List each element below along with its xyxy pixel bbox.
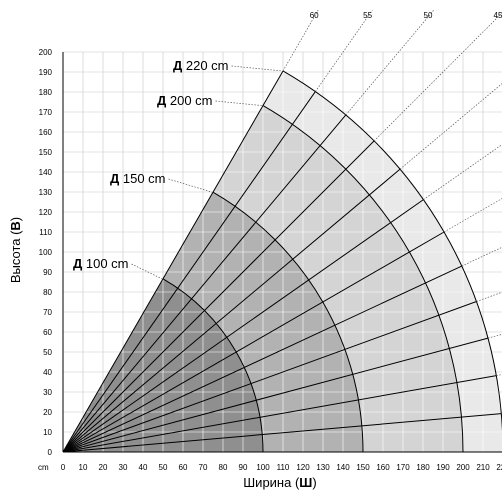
y-tick-label: 130 [39, 188, 53, 197]
leader-50 [345, 9, 435, 116]
x-tick-label: 130 [316, 463, 330, 472]
x-tick-label: 110 [277, 463, 290, 472]
diagonal-label-150: Д 150 cm [110, 171, 166, 186]
x-tick-labels: 0 10 20 30 40 50 60 70 80 90 100 110 120 130 140 150 160… [61, 463, 502, 472]
diagonal-label-220: Д 220 cm [173, 58, 229, 73]
leader-10 [496, 374, 502, 376]
x-tick-label: 210 [476, 463, 490, 472]
x-tick-label: 90 [239, 463, 248, 472]
diagonal-labels: Д 100 cm Д 150 cm Д 200 cm Д 220 cm [73, 58, 283, 280]
x-tick-label: 50 [159, 463, 168, 472]
x-tick-label: 0 [61, 463, 66, 472]
angle-label-45: 45 [494, 11, 502, 20]
axes [62, 52, 502, 453]
x-axis-title: Ширина (Ш) [243, 475, 316, 490]
y-tick-label: 190 [39, 68, 53, 77]
ray-10 [62, 375, 497, 452]
angle-label-50: 50 [424, 11, 433, 20]
y-tick-label: 110 [39, 228, 52, 237]
x-tick-label: 140 [336, 463, 350, 472]
ray-35 [62, 199, 424, 452]
leader-40 [399, 83, 502, 170]
diagonal-label-100: Д 100 cm [73, 256, 129, 271]
x-tick-label: 70 [199, 463, 208, 472]
y-tick-label: 120 [39, 208, 53, 217]
ray-55 [62, 91, 316, 452]
y-tick-label: 180 [39, 88, 53, 97]
diagonal-leader-220 [231, 65, 283, 72]
ray-60 [62, 70, 284, 452]
y-tick-label: 10 [43, 428, 52, 437]
y-tick-label: 100 [39, 248, 53, 257]
diagonal-label-200: Д 200 cm [157, 93, 213, 108]
y-tick-label: 40 [43, 368, 52, 377]
ray-15 [62, 337, 489, 452]
y-tick-label: 90 [43, 268, 52, 277]
x-axis-unit: cm [38, 463, 49, 472]
x-tick-label: 20 [99, 463, 108, 472]
x-tick-label: 180 [416, 463, 430, 472]
y-tick-label: 50 [43, 348, 52, 357]
leader-25 [461, 246, 502, 267]
x-tick-label: 80 [219, 463, 228, 472]
angle-rays [62, 70, 502, 452]
x-tick-label: 170 [396, 463, 410, 472]
diagonal-leader-100 [131, 263, 163, 280]
y-tick-label: 0 [48, 448, 53, 457]
y-tick-label: 200 [39, 48, 53, 57]
x-tick-label: 200 [456, 463, 470, 472]
y-axis-title: Высота (В) [8, 217, 23, 283]
x-tick-label: 30 [119, 463, 128, 472]
y-tick-label: 20 [43, 408, 52, 417]
leader-35 [423, 144, 502, 200]
angle-label-55: 55 [363, 11, 372, 20]
y-tick-labels: 0 10 20 30 40 50 60 70 80 90 100 110 120 130 140 150 160… [39, 48, 53, 457]
y-tick-label: 170 [39, 108, 53, 117]
angle-label-60: 60 [310, 11, 319, 20]
ray-25 [62, 265, 462, 452]
angle-labels: 60 55 50 45 [310, 11, 502, 20]
leader-45 [373, 12, 502, 142]
x-tick-label: 60 [179, 463, 188, 472]
diagonal-leader-200 [215, 100, 263, 106]
ray-45 [62, 140, 375, 452]
y-tick-label: 30 [43, 388, 52, 397]
y-tick-label: 60 [43, 328, 52, 337]
leader-30 [443, 198, 502, 233]
y-tick-label: 160 [39, 128, 53, 137]
x-tick-label: 190 [436, 463, 450, 472]
ray-50 [62, 114, 347, 452]
x-tick-label: 100 [256, 463, 270, 472]
x-tick-label: 40 [139, 463, 148, 472]
x-tick-label: 10 [79, 463, 88, 472]
angle-leader-lines [282, 9, 502, 415]
x-tick-label: 160 [376, 463, 390, 472]
y-tick-label: 140 [39, 168, 53, 177]
y-tick-label: 150 [39, 148, 53, 157]
y-tick-label: 80 [43, 288, 52, 297]
leader-55 [315, 9, 373, 92]
diagonal-sectors [63, 70, 502, 452]
ray-30 [62, 231, 445, 452]
x-tick-label: 150 [356, 463, 370, 472]
ray-40 [62, 168, 401, 452]
leader-15 [487, 334, 502, 339]
leader-20 [476, 291, 502, 302]
ray-20 [62, 301, 477, 452]
x-tick-label: 220 [496, 463, 502, 472]
ray-5 [62, 413, 502, 452]
x-tick-label: 120 [296, 463, 310, 472]
y-tick-label: 70 [43, 308, 52, 317]
diagonal-leader-150 [168, 178, 213, 193]
